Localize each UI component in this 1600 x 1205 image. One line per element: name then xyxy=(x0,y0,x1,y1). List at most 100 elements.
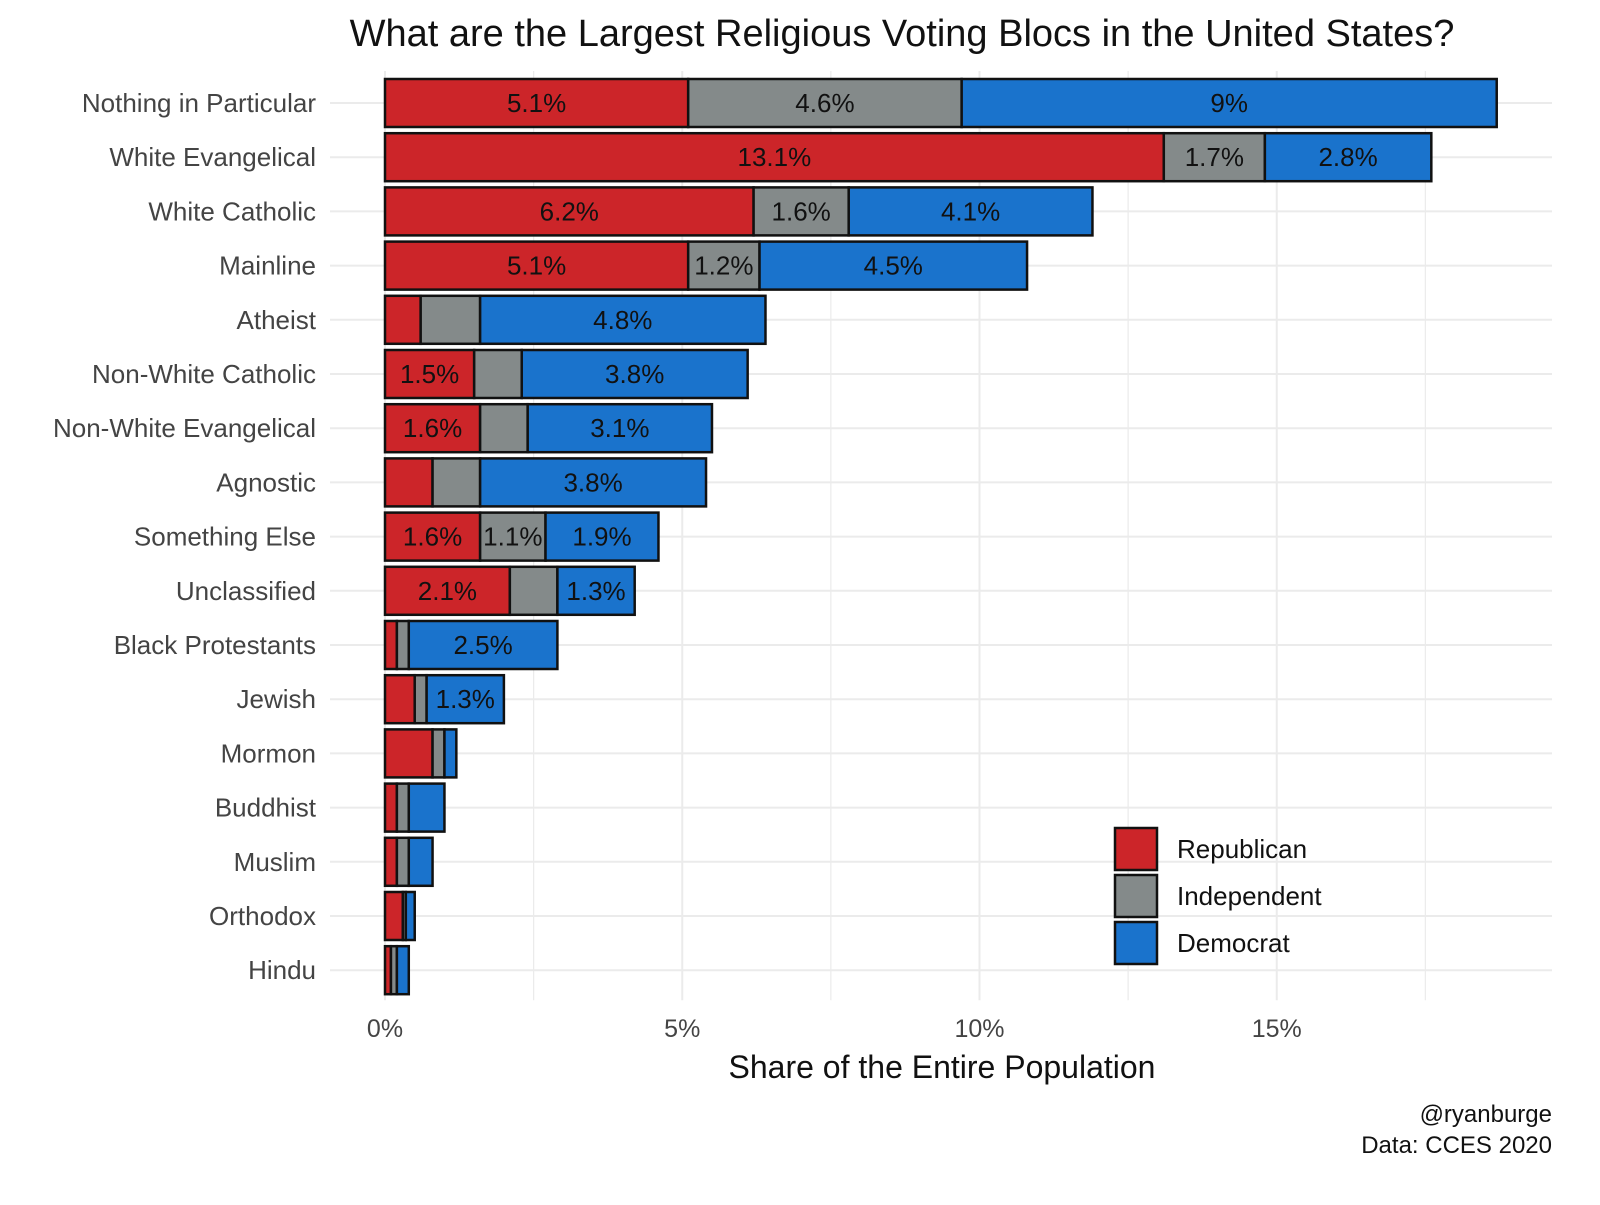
data-label: 1.9% xyxy=(572,522,631,552)
y-tick-label: Black Protestants xyxy=(114,630,316,660)
data-label: 4.6% xyxy=(795,88,854,118)
bar-segment xyxy=(407,619,559,671)
bar-segment xyxy=(960,77,1498,129)
bar-segment xyxy=(413,673,428,725)
bars: 5.1% 4.6% 9% 13.1% 1.7% 2.8% 6.2% 1.6% 4.1% 5.1% 1… xyxy=(383,77,1498,996)
x-tick-label: 0% xyxy=(367,1015,403,1043)
bar-segment xyxy=(847,186,1094,237)
bar-segment xyxy=(1162,131,1267,183)
bar-segment xyxy=(686,240,761,291)
y-tick-label: Something Else xyxy=(134,522,316,552)
bar-segment xyxy=(443,728,458,779)
bar-segment xyxy=(478,402,529,454)
data-label: 1.1% xyxy=(483,522,542,552)
data-label: 13.1% xyxy=(738,142,812,172)
caption-source: Data: CCES 2020 xyxy=(1361,1132,1552,1159)
data-label: 1.3% xyxy=(566,576,625,606)
y-tick-label: Atheist xyxy=(237,305,317,335)
bar-segment xyxy=(383,619,399,671)
y-tick-label: Non-White Catholic xyxy=(92,359,316,389)
data-label: 1.6% xyxy=(772,196,831,226)
bar-segment xyxy=(758,240,1029,291)
data-label: 2.8% xyxy=(1318,142,1377,172)
bar-segment xyxy=(419,294,482,346)
data-label: 1.3% xyxy=(436,684,495,714)
y-tick-label: Buddhist xyxy=(215,793,317,823)
y-tick-label: Muslim xyxy=(234,847,316,877)
legend-swatch xyxy=(1113,826,1159,872)
y-tick-label: Mainline xyxy=(219,251,316,281)
data-label: 3.8% xyxy=(605,359,664,389)
bar-segment xyxy=(407,836,434,888)
bar-segment xyxy=(478,294,767,346)
bar-segment xyxy=(383,77,690,129)
bar-segment xyxy=(383,836,399,888)
bar-segment xyxy=(407,782,446,833)
bar-segment xyxy=(431,457,482,508)
y-tick-label: White Evangelical xyxy=(109,142,316,172)
bar-segment xyxy=(425,673,506,725)
x-tick-label: 15% xyxy=(1252,1015,1302,1043)
chart-title: What are the Largest Religious Voting Bl… xyxy=(350,13,1455,55)
bar-segment xyxy=(395,944,411,996)
y-tick-label: Mormon xyxy=(221,738,316,768)
data-label: 4.1% xyxy=(941,196,1000,226)
data-label: 1.7% xyxy=(1185,142,1244,172)
data-label: 1.5% xyxy=(400,359,459,389)
bar-segment xyxy=(383,457,434,508)
y-tick-label: Non-White Evangelical xyxy=(53,413,316,443)
bar-segment xyxy=(383,240,690,291)
bar-segment xyxy=(404,890,416,942)
bar-segment xyxy=(556,565,636,617)
legend-label: Republican xyxy=(1177,834,1307,864)
bar-segment xyxy=(395,836,411,888)
bar-segment xyxy=(383,890,405,942)
y-tick-label: Agnostic xyxy=(216,467,316,497)
bar-segment xyxy=(383,728,434,779)
data-label: 4.8% xyxy=(593,305,652,335)
bar-segment xyxy=(478,511,547,562)
y-axis-labels: Nothing in Particular White Evangelical Wh… xyxy=(53,88,317,985)
y-tick-label: Jewish xyxy=(237,684,316,714)
data-label: 4.5% xyxy=(864,251,923,281)
data-label: 2.5% xyxy=(453,630,512,660)
data-label: 5.1% xyxy=(507,88,566,118)
bar-segment xyxy=(526,402,714,454)
legend: Republican Independent Democrat xyxy=(1113,826,1322,966)
bar-segment xyxy=(752,186,850,237)
bar-segment xyxy=(544,511,660,562)
bar-segment xyxy=(686,77,963,129)
bar-segment xyxy=(472,348,523,400)
data-label: 2.1% xyxy=(418,576,477,606)
bar-segment xyxy=(383,294,422,346)
data-label: 1.6% xyxy=(403,413,462,443)
x-axis-title: Share of the Entire Population xyxy=(729,1049,1156,1085)
data-label: 6.2% xyxy=(540,196,599,226)
data-label: 3.1% xyxy=(590,413,649,443)
y-tick-label: White Catholic xyxy=(148,196,316,226)
x-tick-label: 5% xyxy=(664,1015,700,1043)
bar-segment xyxy=(383,673,416,725)
legend-label: Independent xyxy=(1177,881,1322,911)
caption-handle: @ryanburge xyxy=(1420,1101,1552,1128)
legend-swatch xyxy=(1113,920,1159,966)
legend-label: Democrat xyxy=(1177,928,1290,958)
bar-segment xyxy=(520,348,749,400)
y-tick-label: Hindu xyxy=(248,955,316,985)
y-tick-label: Unclassified xyxy=(176,576,316,606)
data-label: 1.6% xyxy=(403,522,462,552)
data-label: 5.1% xyxy=(507,251,566,281)
bar-segment xyxy=(508,565,559,617)
data-label: 9% xyxy=(1210,88,1248,118)
bar-segment xyxy=(478,457,708,508)
bar-segment xyxy=(431,728,446,779)
bar-segment xyxy=(383,565,512,617)
x-axis-ticks: 0% 5% 10% 15% xyxy=(367,1015,1302,1043)
y-tick-label: Orthodox xyxy=(209,901,316,931)
bar-segment xyxy=(395,782,411,833)
data-label: 1.2% xyxy=(694,251,753,281)
legend-swatch xyxy=(1113,873,1159,919)
x-tick-label: 10% xyxy=(954,1015,1004,1043)
